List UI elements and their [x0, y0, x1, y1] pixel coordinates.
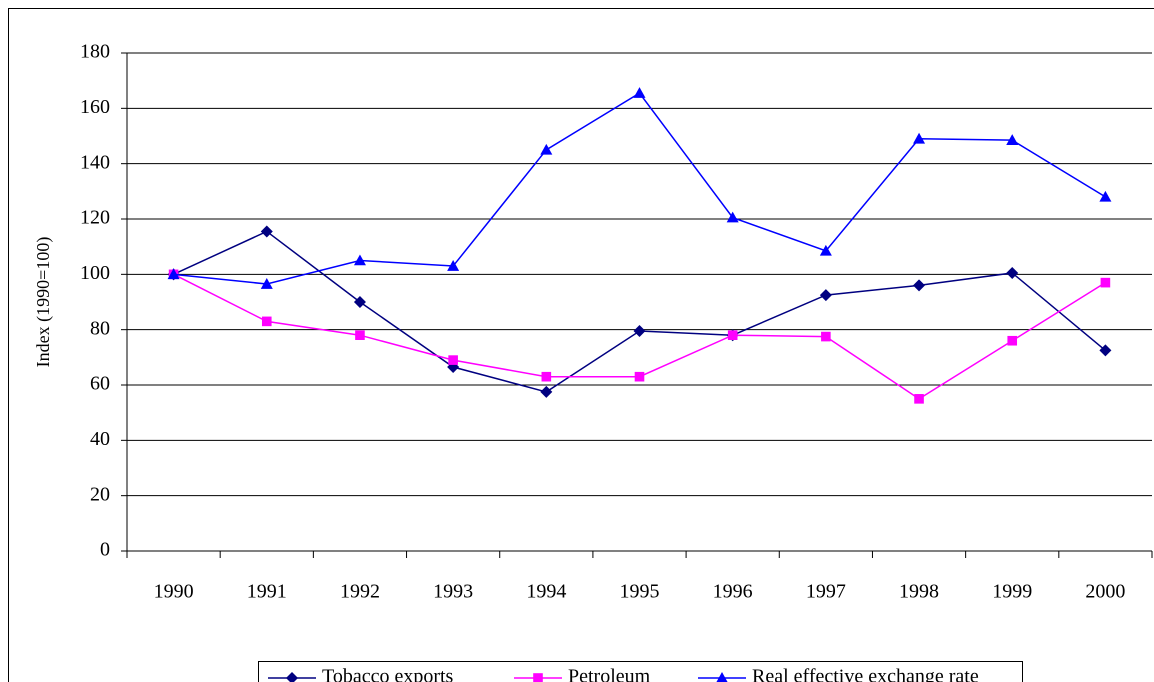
marker	[286, 672, 298, 682]
marker	[260, 278, 273, 289]
x-tick-label: 1995	[620, 581, 660, 603]
marker	[355, 330, 365, 340]
legend-label: Real effective exchange rate	[752, 666, 979, 682]
y-tick-label: 180	[80, 41, 110, 63]
x-tick-label: 2000	[1085, 581, 1125, 603]
marker	[540, 143, 553, 155]
marker	[541, 371, 552, 382]
marker	[913, 132, 926, 144]
marker	[540, 385, 553, 398]
marker	[1006, 134, 1019, 145]
marker	[447, 260, 460, 271]
x-tick-label: 1992	[340, 581, 380, 603]
y-tick-label: 120	[80, 207, 110, 229]
y-tick-label: 140	[80, 151, 110, 173]
marker	[1100, 277, 1111, 288]
marker	[1099, 190, 1112, 202]
x-tick-label: 1991	[247, 581, 287, 603]
marker	[914, 394, 924, 404]
y-tick-label: 160	[80, 96, 110, 118]
marker	[533, 673, 543, 682]
marker	[726, 211, 739, 223]
x-tick-label: 1996	[713, 581, 753, 603]
marker	[634, 371, 645, 382]
marker	[727, 330, 738, 340]
series-line	[173, 92, 1106, 285]
marker	[1007, 335, 1018, 346]
x-tick-label: 1997	[806, 581, 846, 603]
y-tick-label: 60	[90, 373, 110, 395]
marker	[633, 87, 646, 98]
y-tick-label: 20	[90, 483, 110, 505]
legend-label: Tobacco exports	[322, 666, 454, 682]
x-tick-label: 1990	[154, 581, 194, 603]
chart-frame	[8, 8, 1154, 682]
marker	[260, 225, 273, 238]
y-tick-label: 80	[90, 317, 110, 339]
marker	[913, 279, 926, 292]
series-line	[173, 230, 1106, 393]
marker	[716, 672, 728, 682]
x-tick-label: 1998	[899, 581, 939, 603]
marker	[633, 325, 646, 338]
marker	[353, 254, 366, 266]
x-tick-label: 1993	[433, 581, 473, 603]
marker	[167, 268, 180, 280]
y-axis-title: Index (1990=100)	[33, 237, 54, 368]
x-tick-label: 1994	[526, 581, 566, 603]
marker	[819, 244, 832, 256]
y-tick-label: 100	[80, 262, 110, 284]
y-tick-label: 40	[90, 428, 110, 450]
y-tick-label: 0	[100, 539, 110, 561]
legend-label: Petroleum	[568, 666, 651, 682]
marker	[353, 296, 366, 308]
marker	[1099, 344, 1112, 357]
marker	[819, 289, 832, 302]
marker	[821, 331, 831, 342]
x-tick-label: 1999	[992, 581, 1032, 603]
marker	[1006, 266, 1019, 279]
marker	[448, 355, 458, 365]
marker	[261, 316, 272, 327]
